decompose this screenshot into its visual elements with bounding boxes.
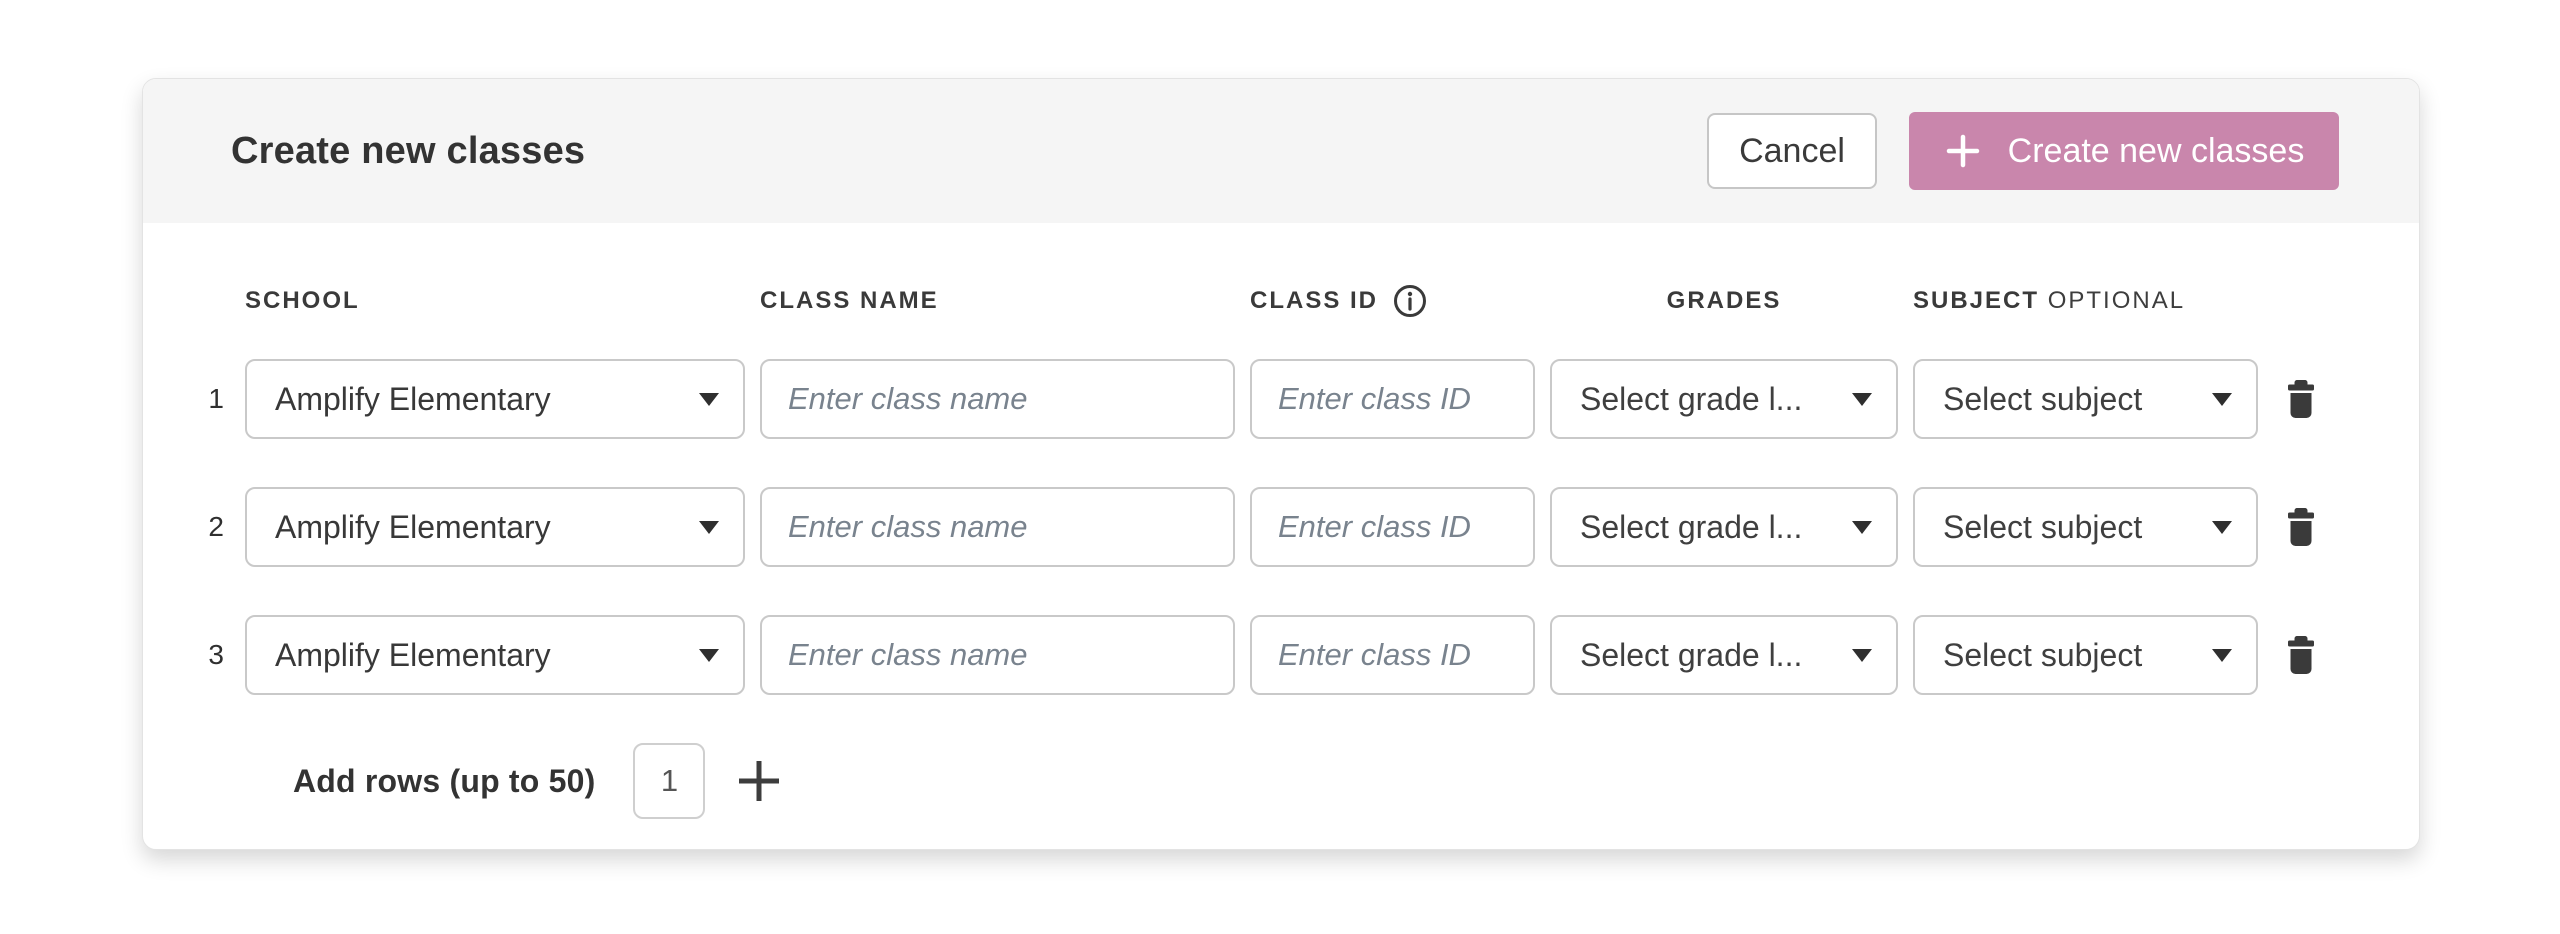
subject-select-value: Select subject bbox=[1943, 636, 2143, 673]
class-name-input[interactable] bbox=[760, 615, 1235, 695]
row-count-input[interactable] bbox=[633, 743, 706, 819]
school-select-value: Amplify Elementary bbox=[275, 508, 551, 545]
column-header-school: SCHOOL bbox=[245, 287, 360, 314]
class-id-input[interactable] bbox=[1250, 359, 1535, 439]
row-number: 2 bbox=[208, 511, 224, 542]
school-select[interactable]: Amplify Elementary bbox=[245, 359, 745, 439]
create-classes-dialog: Create new classes Cancel Create new cla… bbox=[142, 78, 2420, 850]
class-id-info-icon[interactable] bbox=[1392, 283, 1428, 319]
plus-icon bbox=[1944, 132, 1982, 170]
grades-select[interactable]: Select grade l... bbox=[1550, 615, 1898, 695]
class-id-input[interactable] bbox=[1250, 487, 1535, 567]
school-select-value: Amplify Elementary bbox=[275, 380, 551, 417]
dialog-header: Create new classes Cancel Create new cla… bbox=[143, 79, 2419, 223]
trash-icon bbox=[2285, 507, 2317, 547]
column-header-grades: GRADES bbox=[1666, 287, 1782, 314]
create-button-label: Create new classes bbox=[2007, 131, 2305, 170]
subject-select[interactable]: Select subject bbox=[1913, 615, 2258, 695]
trash-icon bbox=[2285, 635, 2317, 675]
subject-select[interactable]: Select subject bbox=[1913, 487, 2258, 567]
subject-select[interactable]: Select subject bbox=[1913, 359, 2258, 439]
subject-select-value: Select subject bbox=[1943, 508, 2143, 545]
subject-header-label: SUBJECT bbox=[1913, 287, 2040, 314]
grades-select-value: Select grade l... bbox=[1580, 636, 1803, 673]
table-row: 1 Amplify Elementary Select grade l... S… bbox=[190, 359, 2419, 439]
create-new-classes-button[interactable]: Create new classes bbox=[1909, 112, 2339, 190]
column-header-subject: SUBJECT OPTIONAL bbox=[1913, 287, 2258, 315]
delete-row-button[interactable] bbox=[2273, 499, 2329, 555]
chevron-down-icon bbox=[2212, 520, 2232, 534]
school-select[interactable]: Amplify Elementary bbox=[245, 487, 745, 567]
school-select[interactable]: Amplify Elementary bbox=[245, 615, 745, 695]
grades-select-value: Select grade l... bbox=[1580, 508, 1803, 545]
column-header-class-id: CLASS ID bbox=[1250, 283, 1535, 319]
delete-row-button[interactable] bbox=[2273, 627, 2329, 683]
add-rows-label: Add rows (up to 50) bbox=[293, 762, 596, 799]
add-rows-button[interactable] bbox=[731, 753, 787, 809]
class-name-input[interactable] bbox=[760, 359, 1235, 439]
chevron-down-icon bbox=[699, 392, 719, 406]
chevron-down-icon bbox=[1852, 648, 1872, 662]
grades-select[interactable]: Select grade l... bbox=[1550, 359, 1898, 439]
chevron-down-icon bbox=[699, 520, 719, 534]
delete-row-button[interactable] bbox=[2273, 371, 2329, 427]
class-id-input[interactable] bbox=[1250, 615, 1535, 695]
grades-select[interactable]: Select grade l... bbox=[1550, 487, 1898, 567]
cancel-button[interactable]: Cancel bbox=[1707, 113, 1877, 189]
add-rows-row: Add rows (up to 50) bbox=[293, 743, 2419, 819]
row-number: 1 bbox=[208, 383, 224, 414]
chevron-down-icon bbox=[2212, 392, 2232, 406]
page-title: Create new classes bbox=[231, 129, 586, 172]
trash-icon bbox=[2285, 379, 2317, 419]
subject-select-value: Select subject bbox=[1943, 380, 2143, 417]
table-row: 3 Amplify Elementary Select grade l... S… bbox=[190, 615, 2419, 695]
chevron-down-icon bbox=[699, 648, 719, 662]
school-select-value: Amplify Elementary bbox=[275, 636, 551, 673]
class-name-input[interactable] bbox=[760, 487, 1235, 567]
column-header-class-name: CLASS NAME bbox=[760, 287, 939, 314]
row-number: 3 bbox=[208, 639, 224, 670]
class-id-header-label: CLASS ID bbox=[1250, 287, 1379, 314]
table-row: 2 Amplify Elementary Select grade l... S… bbox=[190, 487, 2419, 567]
table-header-row: SCHOOL CLASS NAME CLASS ID GRADES SUBJEC… bbox=[190, 283, 2419, 317]
subject-optional-label: OPTIONAL bbox=[2047, 287, 2186, 314]
chevron-down-icon bbox=[1852, 392, 1872, 406]
grades-select-value: Select grade l... bbox=[1580, 380, 1803, 417]
plus-icon bbox=[736, 758, 782, 804]
chevron-down-icon bbox=[2212, 648, 2232, 662]
dialog-body: SCHOOL CLASS NAME CLASS ID GRADES SUBJEC… bbox=[143, 223, 2419, 819]
chevron-down-icon bbox=[1852, 520, 1872, 534]
